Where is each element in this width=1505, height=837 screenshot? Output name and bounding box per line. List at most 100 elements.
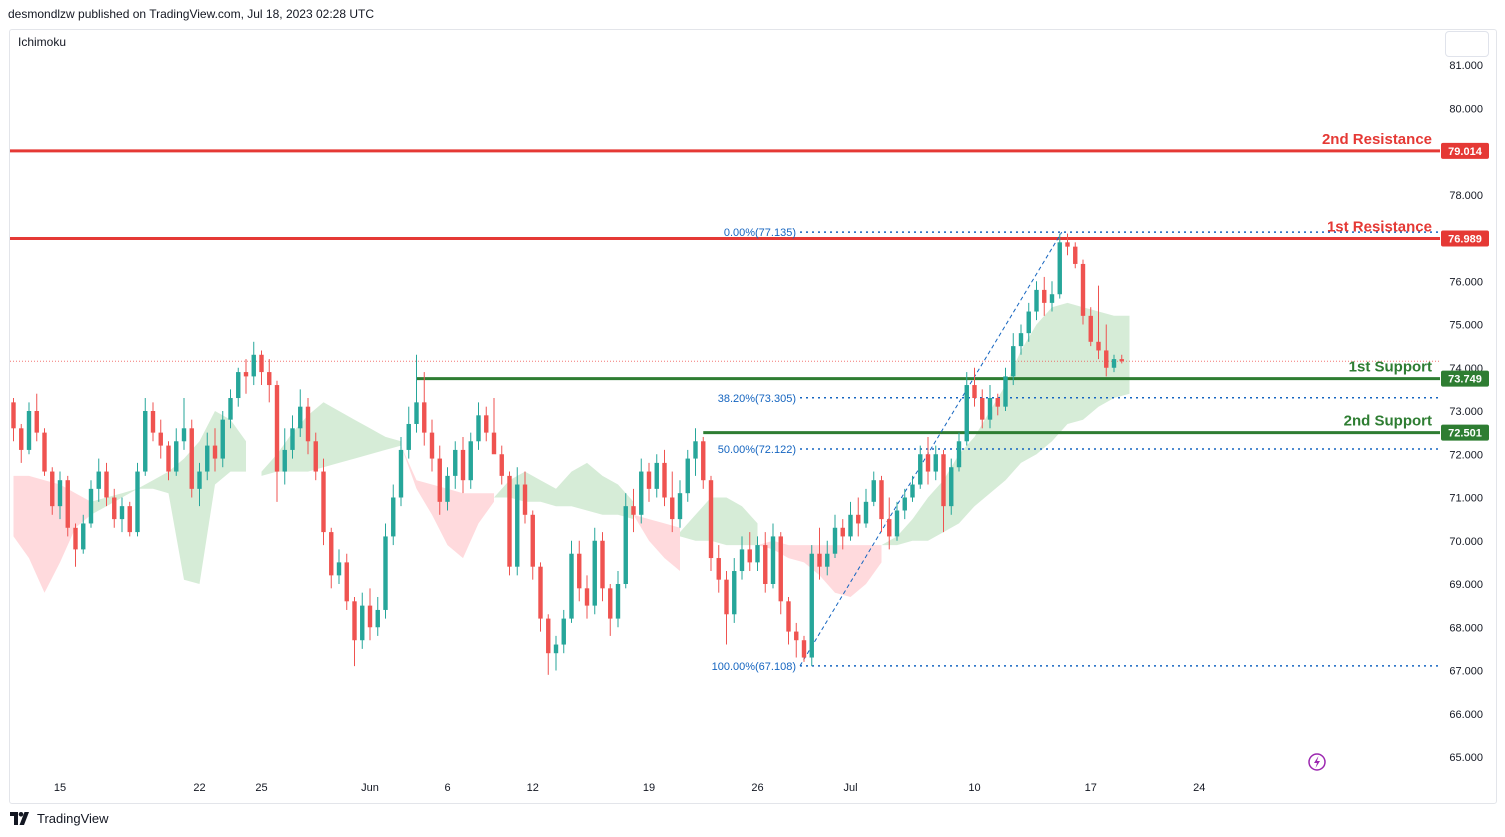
y-tick-4: 69.000 [1449,579,1483,591]
fib-trend-line[interactable] [799,231,1063,667]
candle-body-98 [770,536,776,584]
fib-label-2: 50.00%(72.122) [718,444,796,456]
candle-body-7 [65,480,70,528]
fibonacci-retracement: 0.00%(77.135) 38.20%(73.305) 50.00%(72.122… [712,227,1440,673]
candle-body-68 [538,566,543,619]
chart-settings-box[interactable] [1445,31,1489,57]
indicator-label[interactable]: Ichimoku [18,35,67,49]
cloud-segment-6 [494,462,634,520]
candle-body-64 [507,475,512,567]
level-name-2: 1st Support [1349,359,1432,376]
tradingview-logo-icon [10,812,29,825]
price-axis[interactable]: 65.000 66.000 67.000 68.000 69.000 70.000 71.0… [1449,60,1483,764]
candle-body-89 [701,441,706,481]
level-price-tag-2 [1441,370,1489,387]
candle-body-14 [119,506,125,520]
candle-body-19 [158,432,163,446]
candle-body-114 [894,510,900,537]
candle-body-131 [1026,311,1031,334]
cloud-segment-3 [246,471,262,476]
candle-body-118 [925,454,931,472]
candle-body-71 [561,618,566,645]
candle-body-106 [832,527,838,554]
y-tick-3: 68.000 [1449,622,1483,634]
candlestick-series [11,233,1124,675]
candle-body-21 [174,441,179,472]
candle-body-132 [1034,289,1039,312]
candle-body-52 [414,402,419,424]
level-name-1: 1st Resistance [1327,218,1432,235]
candle-body-102 [801,640,807,658]
candle-body-93 [732,571,737,615]
candle-body-10 [88,488,94,524]
y-tick-1: 66.000 [1449,709,1483,721]
time-axis[interactable]: 15 22 25 Jun 6 12 19 26 Jul 10 17 24 [54,782,1206,794]
candle-body-59 [468,441,473,481]
candle-body-16 [135,471,140,533]
candle-body-39 [313,441,318,472]
candle-body-67 [530,514,535,567]
cloud-segment-4 [261,402,401,476]
candle-body-142 [1111,359,1117,368]
candle-body-74 [584,588,590,606]
y-tick-10: 75.000 [1449,320,1483,332]
candle-body-13 [112,497,117,520]
x-tick-3: Jun [361,782,379,794]
candle-body-61 [484,415,489,433]
candle-body-36 [290,428,295,450]
candle-body-77 [608,588,613,619]
candle-body-125 [980,398,985,420]
cloud-segment-7 [633,514,680,571]
candle-body-45 [360,605,365,641]
candle-body-83 [654,462,659,489]
candle-body-139 [1088,315,1093,342]
candle-body-79 [623,506,628,584]
candle-body-57 [453,449,458,476]
level-labels: 2nd Resistance 79.014 1st Resistance 76.989… [1322,131,1489,441]
candle-body-38 [305,406,311,442]
x-tick-10: 17 [1085,782,1097,794]
candle-body-90 [708,480,714,559]
candle-body-116 [910,484,915,498]
fib-label-1: 38.20%(73.305) [718,393,796,405]
candle-body-15 [127,506,132,533]
candle-body-115 [902,497,907,511]
tradingview-brand-text: TradingView [37,811,109,826]
candle-body-134 [1049,294,1055,303]
candle-body-112 [879,480,884,520]
candle-body-80 [631,506,636,515]
candle-body-101 [794,631,799,641]
lightning-icon[interactable] [1308,753,1326,771]
candle-body-34 [274,385,280,472]
candle-body-18 [150,411,156,433]
x-tick-0: 15 [54,782,66,794]
tradingview-branding[interactable]: TradingView [10,811,109,826]
candle-body-100 [786,601,791,632]
candle-body-111 [871,480,876,502]
y-tick-16: 81.000 [1449,60,1483,72]
candle-body-50 [398,449,404,498]
candle-body-138 [1080,263,1086,316]
candle-body-53 [422,402,427,433]
candle-body-84 [662,462,667,498]
cloud-segment-0 [13,475,91,593]
candle-body-136 [1065,242,1070,247]
candle-body-137 [1073,246,1078,264]
candle-body-9 [81,523,86,550]
candle-body-27 [220,419,225,459]
candle-body-130 [1018,333,1024,347]
candle-body-113 [887,519,892,537]
candle-body-94 [739,549,745,572]
candle-body-75 [592,540,597,606]
candle-body-122 [956,441,962,468]
candle-body-32 [259,354,264,373]
candle-body-108 [848,514,853,537]
candle-body-62 [491,432,497,455]
cloud-segment-8 [680,497,758,546]
candle-body-43 [344,562,349,602]
candle-body-65 [515,484,520,567]
level-price-text-0: 79.014 [1448,146,1483,158]
candle-body-143 [1119,359,1124,362]
candle-body-25 [205,445,210,472]
